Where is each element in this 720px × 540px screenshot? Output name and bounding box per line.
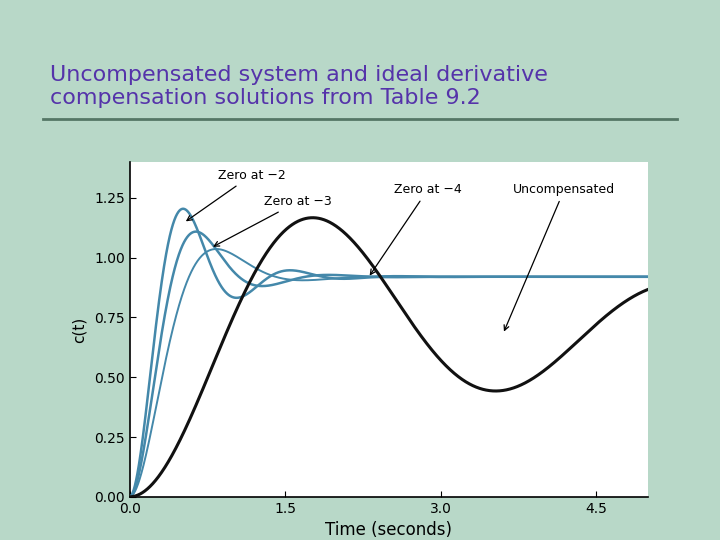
Text: Uncompensated system and ideal derivative
compensation solutions from Table 9.2: Uncompensated system and ideal derivativ… <box>50 65 548 108</box>
Text: Zero at −2: Zero at −2 <box>187 168 285 220</box>
Text: Uncompensated: Uncompensated <box>504 183 616 330</box>
Text: Zero at −4: Zero at −4 <box>370 183 462 274</box>
X-axis label: Time (seconds): Time (seconds) <box>325 521 452 539</box>
Text: Zero at −3: Zero at −3 <box>214 195 332 246</box>
Y-axis label: c(t): c(t) <box>72 316 87 342</box>
